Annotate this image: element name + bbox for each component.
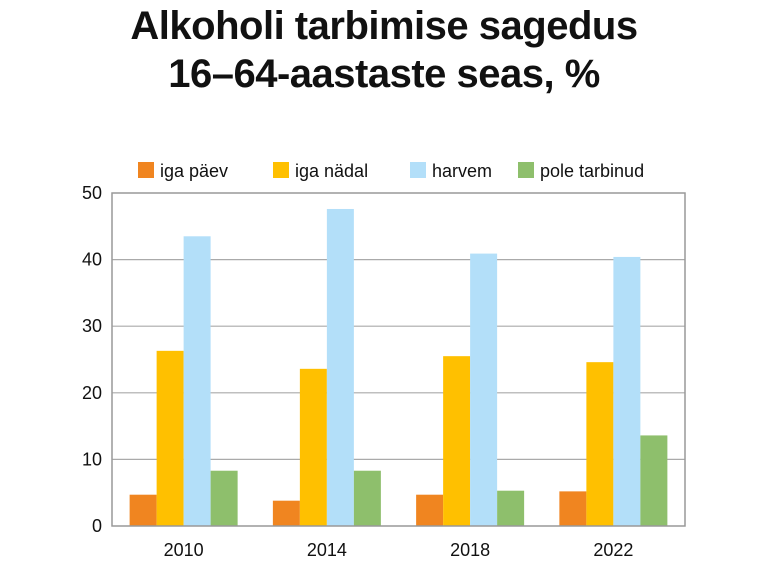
y-tick-label: 0 xyxy=(92,516,102,536)
legend-item: pole tarbinud xyxy=(518,161,644,181)
bar xyxy=(586,362,614,526)
bar xyxy=(299,368,327,526)
legend-swatch xyxy=(410,162,426,178)
bar xyxy=(640,435,668,526)
legend-item: harvem xyxy=(410,161,492,181)
y-tick-label: 50 xyxy=(82,183,102,203)
bar xyxy=(210,470,238,526)
legend-label: iga päev xyxy=(160,161,228,181)
legend-item: iga nädal xyxy=(273,161,368,181)
chart-title: Alkoholi tarbimise sagedus 16–64-aastast… xyxy=(0,2,768,98)
bar xyxy=(129,494,157,526)
y-tick-label: 20 xyxy=(82,383,102,403)
bar xyxy=(326,208,354,526)
chart-title-line-2: 16–64-aastaste seas, % xyxy=(168,52,600,96)
legend: iga päev iga nädal harvem pole tarbinud xyxy=(138,161,644,181)
plot-frame xyxy=(111,192,686,527)
legend-label: iga nädal xyxy=(295,161,368,181)
bar xyxy=(183,236,211,527)
legend-swatch xyxy=(273,162,289,178)
x-tick-label: 2014 xyxy=(307,540,347,560)
bar xyxy=(613,256,641,526)
bar xyxy=(416,494,444,526)
bars xyxy=(129,208,668,527)
y-tick-label: 10 xyxy=(82,449,102,469)
legend-swatch xyxy=(138,162,154,178)
bar xyxy=(559,491,587,526)
bar xyxy=(156,350,184,526)
y-axis-ticks: 0 10 20 30 40 50 xyxy=(82,183,102,536)
legend-swatch xyxy=(518,162,534,178)
x-tick-label: 2010 xyxy=(164,540,204,560)
bar xyxy=(470,253,498,526)
legend-label: harvem xyxy=(432,161,492,181)
legend-label: pole tarbinud xyxy=(540,161,644,181)
y-tick-label: 30 xyxy=(82,316,102,336)
bar xyxy=(272,500,300,526)
x-tick-label: 2022 xyxy=(593,540,633,560)
chart-title-line-1: Alkoholi tarbimise sagedus xyxy=(130,4,638,48)
bar xyxy=(353,470,381,526)
x-tick-label: 2018 xyxy=(450,540,490,560)
bar xyxy=(497,490,525,526)
bar xyxy=(443,356,471,526)
legend-item: iga päev xyxy=(138,161,228,181)
x-axis-ticks: 2010 2014 2018 2022 xyxy=(164,540,634,560)
y-tick-label: 40 xyxy=(82,250,102,270)
